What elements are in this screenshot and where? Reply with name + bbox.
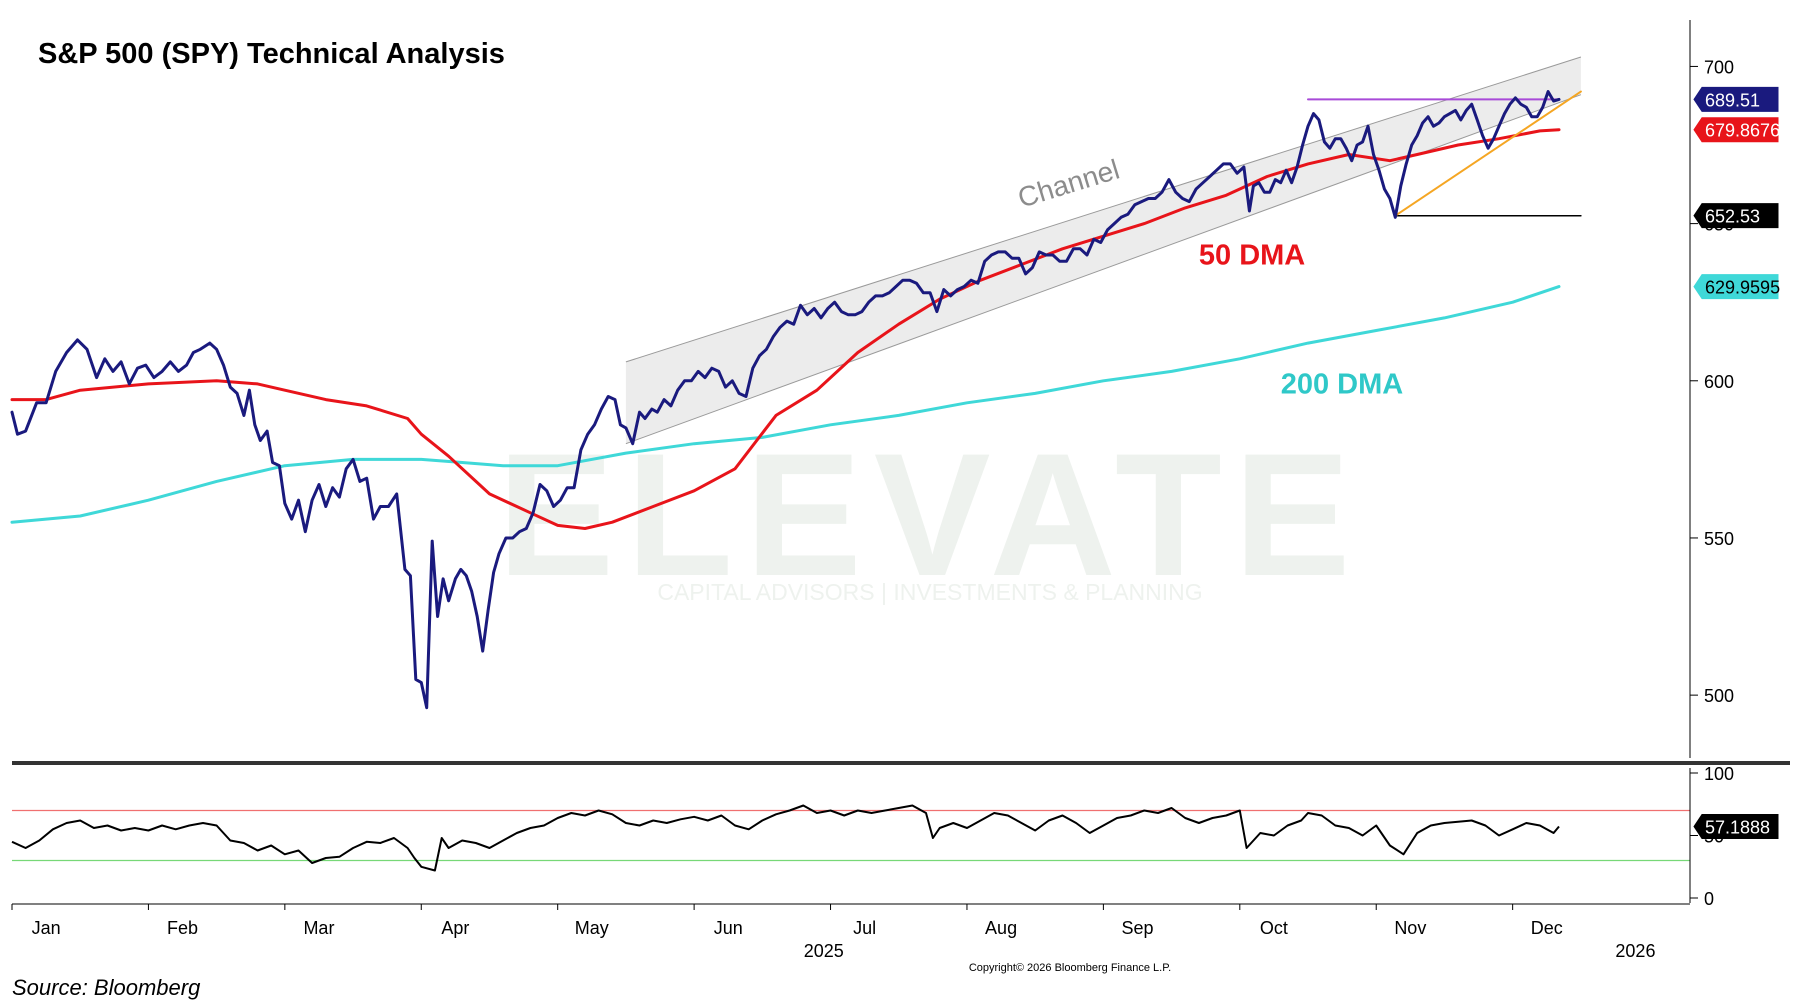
x-year-label: 2025 bbox=[804, 941, 844, 961]
value-tag-label: 629.9595 bbox=[1705, 278, 1780, 298]
price-y-tick-label: 600 bbox=[1704, 372, 1734, 392]
x-year-label: 2026 bbox=[1615, 941, 1655, 961]
x-tick-label: Jan bbox=[32, 918, 61, 938]
series-line-rsi bbox=[11, 804, 1560, 872]
value-tag-bg bbox=[1693, 203, 1779, 229]
copyright-note: Copyright© 2026 Bloomberg Finance L.P. bbox=[969, 962, 1171, 974]
annotation-200-dma: 200 DMA bbox=[1281, 368, 1404, 400]
value-tag-label: 689.51 bbox=[1705, 90, 1760, 110]
x-tick-label: Jun bbox=[714, 918, 743, 938]
value-tag-label: 652.53 bbox=[1705, 207, 1760, 227]
chart-title: S&P 500 (SPY) Technical Analysis bbox=[38, 38, 505, 70]
x-tick-label: Dec bbox=[1531, 918, 1563, 938]
value-tag-bg bbox=[1693, 86, 1779, 112]
series-line-spy bbox=[10, 90, 1561, 710]
annotation-channel: Channel bbox=[1014, 153, 1123, 213]
rsi-y-tick-label: 0 bbox=[1704, 889, 1714, 909]
channel-lower-line bbox=[625, 94, 1582, 445]
x-tick-label: Feb bbox=[167, 918, 198, 938]
value-tag-bg bbox=[1693, 274, 1779, 300]
price-y-tick-label: 500 bbox=[1704, 686, 1734, 706]
series-line-50-dma bbox=[10, 128, 1561, 530]
series-line-trendline bbox=[1394, 90, 1582, 217]
source-note: Source: Bloomberg bbox=[12, 975, 201, 1000]
channel-upper-line bbox=[625, 56, 1582, 363]
rsi-value-tag-label: 57.1888 bbox=[1705, 818, 1770, 838]
channel-band bbox=[625, 57, 1581, 444]
price-y-tick-label: 700 bbox=[1704, 57, 1734, 77]
x-tick-label: Oct bbox=[1260, 918, 1288, 938]
x-tick-label: Nov bbox=[1394, 918, 1426, 938]
x-tick-label: Jul bbox=[853, 918, 876, 938]
x-tick-label: May bbox=[575, 918, 609, 938]
value-tag-bg bbox=[1693, 117, 1779, 143]
series-line-200-dma bbox=[10, 285, 1561, 524]
x-tick-label: Sep bbox=[1121, 918, 1153, 938]
watermark-tagline: CAPITAL ADVISORS | INVESTMENTS & PLANNIN… bbox=[657, 579, 1202, 605]
x-tick-label: Mar bbox=[303, 918, 334, 938]
x-tick-label: Aug bbox=[985, 918, 1017, 938]
annotation-50-dma: 50 DMA bbox=[1199, 239, 1305, 271]
rsi-value-tag-bg bbox=[1693, 814, 1779, 840]
price-y-tick-label: 550 bbox=[1704, 529, 1734, 549]
x-tick-label: Apr bbox=[441, 918, 469, 938]
value-tag-label: 679.8676 bbox=[1705, 121, 1780, 141]
rsi-y-tick-label: 100 bbox=[1704, 764, 1734, 784]
